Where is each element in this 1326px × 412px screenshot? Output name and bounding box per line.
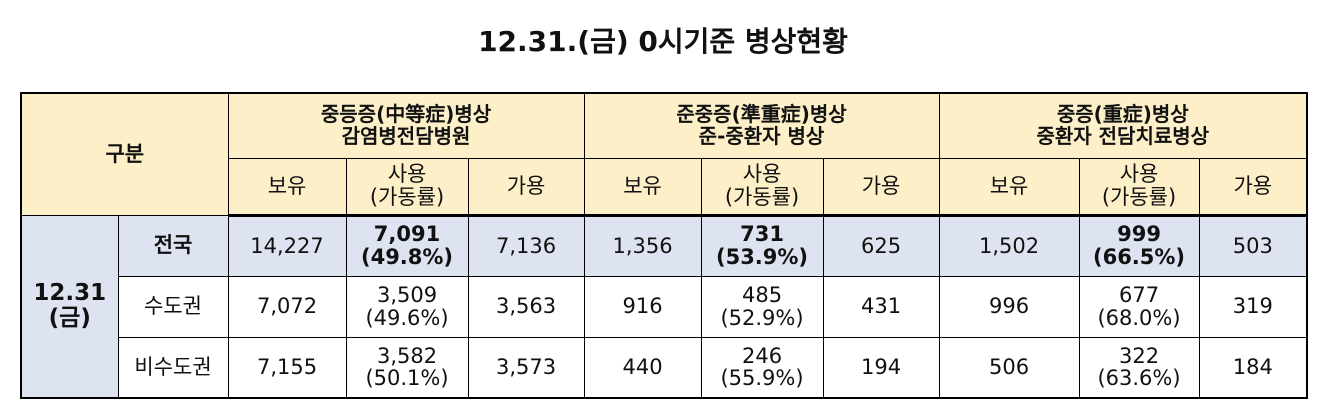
column-header: 가용 (467, 157, 585, 217)
data-cell: 431 (822, 275, 940, 338)
data-row: 수도권 7,072 3,509 (49.6%) 3,563 916 485 (52.9%) 43… (21, 275, 1308, 338)
cell-line: 사용 (387, 162, 427, 187)
cell-line: 485 (741, 282, 783, 307)
column-header: 사용 (가동률) (1078, 157, 1200, 217)
cell-line: 보유 (989, 173, 1029, 198)
cell-line: 가용 (506, 173, 546, 198)
cell-line: 감염병전담병원 (341, 123, 471, 148)
data-cell: 7,072 (227, 275, 347, 338)
cell-line: (63.6%) (1097, 366, 1181, 391)
data-cell: 677 (68.0%) (1078, 275, 1200, 338)
cell-line: 사용 (1119, 162, 1159, 187)
group-header: 중증(重症)병상 중환자 전담치료병상 (938, 92, 1308, 159)
cell-line: 가용 (861, 173, 901, 198)
cell-line: 7,091 (373, 222, 441, 247)
cell-line: (금) (48, 305, 91, 332)
data-cell: 3,509 (49.6%) (345, 275, 469, 338)
data-cell: 996 (938, 275, 1080, 338)
column-header: 보유 (938, 157, 1080, 217)
header-row: 보유 사용 (가동률) 가용 보유 사용 (가동률) 가용 보유 사용 (가동률) 가용 (21, 157, 1308, 217)
data-cell: 14,227 (227, 214, 347, 277)
cell-line: (53.9%) (715, 245, 809, 269)
data-cell: 485 (52.9%) (700, 275, 824, 338)
corner-header: 구분 (20, 92, 229, 216)
cell-line: (52.9%) (720, 305, 804, 330)
cell-line: 중증(重症)병상 (1056, 102, 1189, 127)
data-cell: 731 (53.9%) (700, 214, 824, 277)
column-header: 보유 (227, 157, 347, 217)
cell-line: (49.8%) (360, 245, 454, 269)
data-cell: 3,573 (467, 336, 585, 399)
data-cell: 3,563 (467, 275, 585, 338)
table-header: 구분 중등증(中等症)병상 감염병전담병원 준중증(準重症)병상 준-중환자 병상 중증(… (20, 92, 1308, 217)
cell-line: 준중증(準重症)병상 (676, 102, 847, 127)
data-cell: 506 (938, 336, 1080, 399)
cell-line: 준-중환자 병상 (698, 123, 825, 148)
data-cell: 916 (583, 275, 702, 338)
title: 12.31.(금) 0시기준 병상현황 (478, 25, 848, 58)
group-header: 중등증(中等症)병상 감염병전담병원 (227, 92, 585, 159)
cell-line: (49.6%) (365, 305, 449, 330)
data-cell: 7,091 (49.8%) (345, 214, 469, 277)
cell-line: 중등증(中等症)병상 (320, 102, 492, 127)
cell-line: 12.31 (33, 280, 107, 307)
cell-line: 3,509 (376, 282, 438, 307)
cell-line: (55.9%) (720, 366, 804, 391)
data-cell: 999 (66.5%) (1078, 214, 1200, 277)
cell-line: 999 (1117, 222, 1161, 247)
cell-line: 가용 (1233, 173, 1273, 198)
cell-line: 보유 (623, 173, 662, 198)
data-cell: 1,502 (938, 214, 1080, 277)
column-header: 사용 (가동률) (700, 157, 824, 217)
cell-line: (가동률) (1101, 185, 1177, 209)
cell-line: 보유 (267, 173, 307, 198)
region-label: 수도권 (117, 275, 229, 338)
data-cell: 503 (1198, 214, 1308, 277)
data-cell: 440 (583, 336, 702, 399)
data-cell: 1,356 (583, 214, 702, 277)
data-cell: 246 (55.9%) (700, 336, 824, 399)
cell-line: 731 (740, 222, 784, 247)
data-cell: 3,582 (50.1%) (345, 336, 469, 399)
date-cell: 12.31 (금) (20, 214, 119, 399)
region-label: 전국 (117, 214, 229, 277)
cell-line: 322 (1118, 343, 1160, 368)
column-header: 가용 (822, 157, 940, 217)
cell-line: (가동률) (369, 185, 445, 209)
cell-line: (50.1%) (365, 366, 449, 391)
data-row: 비수도권 7,155 3,582 (50.1%) 3,573 440 246 (55.9%) 1… (21, 336, 1308, 399)
data-cell: 194 (822, 336, 940, 399)
header-row: 구분 중등증(中等症)병상 감염병전담병원 준중증(準重症)병상 준-중환자 병상 중증(… (20, 92, 1308, 216)
cell-line: 3,582 (376, 343, 438, 368)
data-cell: 319 (1198, 275, 1308, 338)
column-header: 가용 (1198, 157, 1308, 217)
data-cell: 184 (1198, 336, 1308, 399)
data-cell: 625 (822, 214, 940, 277)
cell-line: 246 (741, 343, 783, 368)
cell-line: (66.5%) (1092, 245, 1186, 269)
data-row: 12.31 (금) 전국 14,227 7,091 (49.8%) 7,136 1,356 73… (20, 214, 1308, 399)
column-header: 사용 (가동률) (345, 157, 469, 217)
bed-table: 구분 중등증(中等症)병상 감염병전담병원 준중증(準重症)병상 준-중환자 병상 중증(… (20, 92, 1309, 399)
cell-line: 중환자 전담치료병상 (1036, 123, 1210, 148)
data-cell: 7,155 (227, 336, 347, 399)
data-cell: 322 (63.6%) (1078, 336, 1200, 399)
cell-line: 사용 (742, 162, 782, 187)
group-header: 준중증(準重症)병상 준-중환자 병상 (583, 92, 940, 159)
cell-line: 677 (1118, 282, 1160, 307)
cell-line: (68.0%) (1097, 305, 1181, 330)
region-label: 비수도권 (117, 336, 229, 399)
column-header: 보유 (583, 157, 702, 217)
cell-line: (가동률) (724, 185, 800, 209)
table-body: 12.31 (금) 전국 14,227 7,091 (49.8%) 7,136 1,356 73… (20, 214, 1308, 399)
data-cell: 7,136 (467, 214, 585, 277)
